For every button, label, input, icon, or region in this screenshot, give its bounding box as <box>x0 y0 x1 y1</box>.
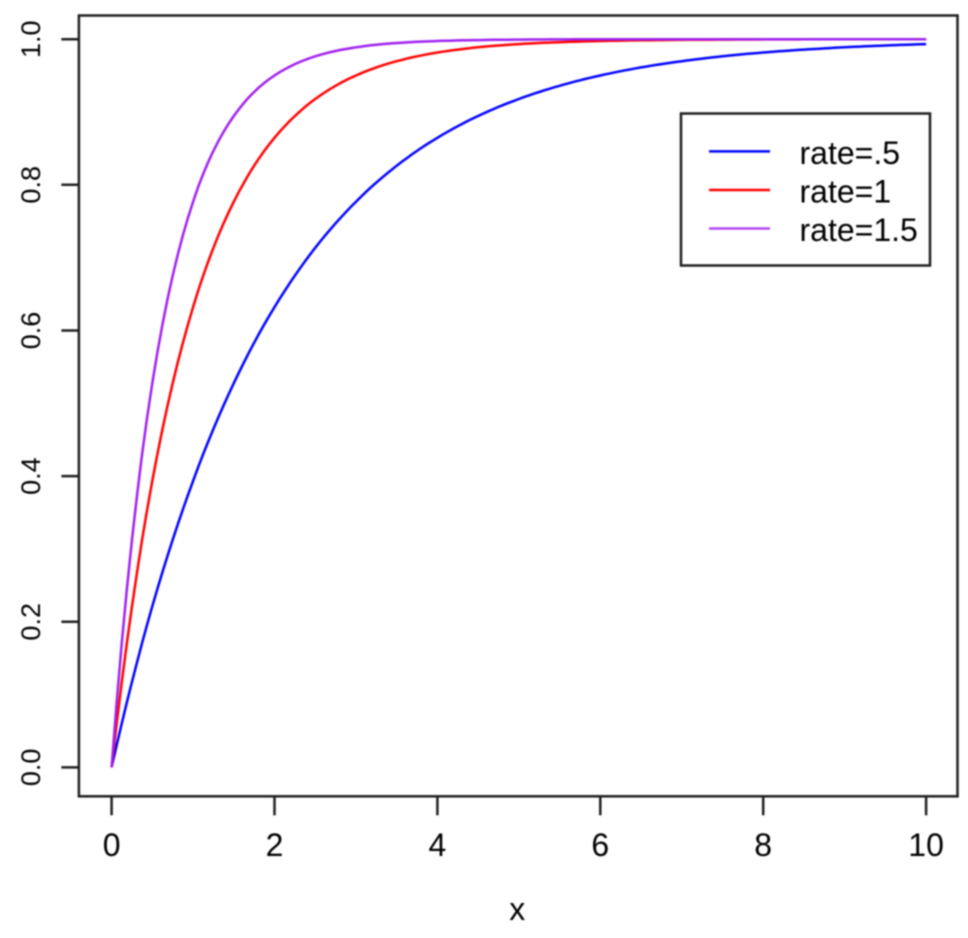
svg-text:0.2: 0.2 <box>16 603 46 641</box>
svg-text:8: 8 <box>754 827 772 863</box>
svg-text:rate=.5: rate=.5 <box>800 135 901 171</box>
svg-text:2: 2 <box>266 827 284 863</box>
svg-text:0: 0 <box>103 827 121 863</box>
svg-text:4: 4 <box>429 827 447 863</box>
svg-text:0.0: 0.0 <box>16 749 46 787</box>
svg-text:rate=1.5: rate=1.5 <box>800 212 918 248</box>
svg-text:0.4: 0.4 <box>16 457 46 495</box>
svg-text:0.6: 0.6 <box>16 312 46 350</box>
svg-text:x: x <box>509 891 525 927</box>
svg-text:6: 6 <box>591 827 609 863</box>
svg-text:1.0: 1.0 <box>16 20 46 58</box>
svg-text:rate=1: rate=1 <box>800 173 892 209</box>
svg-text:0.8: 0.8 <box>16 166 46 204</box>
svg-text:10: 10 <box>908 827 944 863</box>
